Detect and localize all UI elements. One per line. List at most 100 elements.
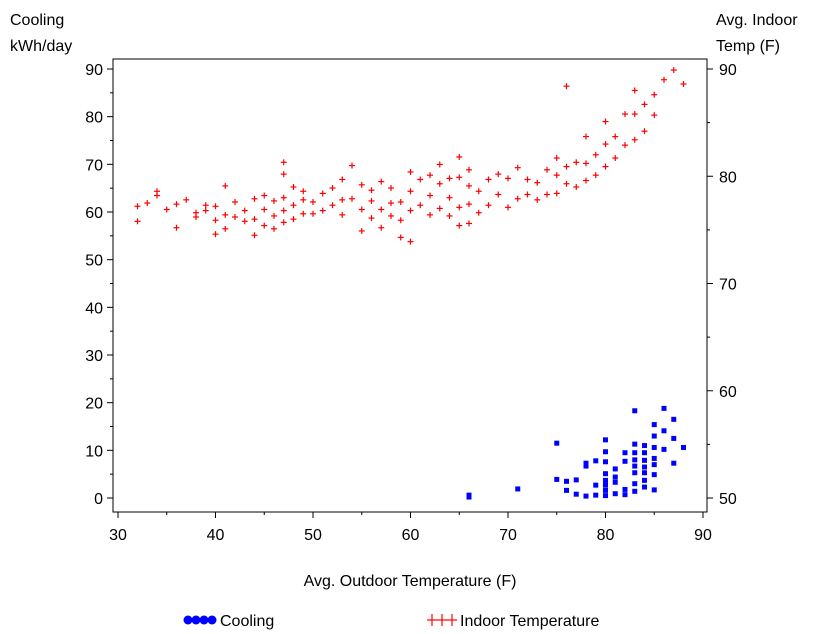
x-tick-label: 40 bbox=[207, 527, 225, 544]
indoor-temp-point bbox=[485, 202, 492, 209]
cooling-point bbox=[651, 422, 657, 428]
indoor-temp-point bbox=[241, 218, 248, 225]
indoor-temp-point bbox=[427, 172, 433, 179]
cooling-point bbox=[603, 471, 608, 477]
x-axis-label: Avg. Outdoor Temperature (F) bbox=[304, 573, 517, 590]
right-tick-label: 90 bbox=[719, 62, 737, 79]
indoor-temp-point bbox=[261, 206, 268, 213]
left-tick-label: 90 bbox=[85, 62, 103, 79]
left-tick-label: 60 bbox=[85, 205, 103, 222]
indoor-temp-point bbox=[563, 163, 570, 170]
indoor-temp-point bbox=[251, 195, 258, 202]
indoor-temp-point bbox=[378, 178, 385, 185]
indoor-temp-point bbox=[368, 187, 375, 194]
indoor-temp-point bbox=[388, 212, 394, 219]
x-axis-ticks: 30 40 50 60 70 80 90 bbox=[109, 512, 712, 544]
cooling-point bbox=[593, 482, 599, 488]
cooling-point bbox=[671, 460, 677, 466]
indoor-temp-point bbox=[456, 204, 463, 211]
indoor-temp-point bbox=[280, 159, 287, 166]
indoor-temp-point bbox=[563, 83, 570, 90]
left-axis-ticks: 0 10 20 30 40 50 60 70 80 90 bbox=[85, 62, 113, 508]
indoor-temp-point bbox=[680, 81, 687, 88]
indoor-temp-point bbox=[524, 176, 531, 183]
cooling-point bbox=[642, 464, 647, 470]
indoor-temp-point bbox=[436, 161, 443, 168]
right-axis-label-line-2: Temp (F) bbox=[716, 38, 780, 55]
cooling-point bbox=[681, 444, 686, 450]
indoor-temp-point bbox=[397, 234, 404, 241]
legend-cooling-dot bbox=[183, 615, 193, 625]
indoor-temp-point bbox=[544, 191, 550, 198]
x-tick-label: 60 bbox=[402, 527, 420, 544]
indoor-temp-point bbox=[573, 159, 580, 166]
indoor-temp-point bbox=[261, 192, 268, 199]
indoor-temp-point bbox=[212, 231, 219, 238]
indoor-temp-point bbox=[436, 205, 443, 212]
indoor-temp-point bbox=[300, 210, 307, 217]
indoor-temp-point bbox=[407, 168, 414, 175]
indoor-temp-point bbox=[505, 204, 511, 211]
cooling-point bbox=[642, 470, 647, 476]
indoor-temp-point bbox=[651, 112, 658, 119]
legend-cooling-dot bbox=[199, 615, 209, 625]
cooling-point bbox=[622, 450, 628, 456]
indoor-temp-point bbox=[563, 180, 570, 187]
left-tick-label: 50 bbox=[85, 253, 103, 270]
indoor-temp-point bbox=[290, 183, 297, 190]
indoor-temp-point bbox=[417, 202, 424, 209]
indoor-temp-point bbox=[583, 177, 589, 184]
indoor-temp-point bbox=[388, 200, 394, 207]
indoor-temperature-series bbox=[134, 67, 687, 245]
indoor-temp-point bbox=[329, 185, 336, 192]
indoor-temp-point bbox=[368, 215, 375, 222]
cooling-point bbox=[642, 457, 647, 463]
cooling-point bbox=[671, 435, 677, 441]
cooling-point bbox=[603, 493, 608, 499]
indoor-temp-point bbox=[641, 101, 648, 108]
left-tick-label: 40 bbox=[85, 300, 103, 317]
x-tick-label: 80 bbox=[597, 527, 615, 544]
indoor-temp-point bbox=[173, 224, 180, 231]
right-axis-label-line-1: Avg. Indoor bbox=[716, 12, 798, 29]
left-tick-label: 70 bbox=[85, 157, 103, 174]
indoor-temp-point bbox=[553, 190, 560, 197]
right-axis-ticks: 50 60 70 80 90 bbox=[707, 62, 737, 508]
left-tick-label: 30 bbox=[85, 348, 103, 365]
right-tick-label: 70 bbox=[719, 277, 737, 294]
cooling-point bbox=[642, 443, 647, 449]
indoor-temp-point bbox=[417, 176, 424, 183]
cooling-point bbox=[583, 493, 589, 499]
indoor-temp-point bbox=[173, 201, 180, 208]
indoor-temp-point bbox=[446, 194, 453, 201]
indoor-temp-point bbox=[222, 225, 229, 232]
indoor-temp-point bbox=[602, 163, 609, 170]
indoor-temp-point bbox=[397, 217, 404, 224]
indoor-temp-point bbox=[612, 155, 619, 162]
indoor-temp-point bbox=[456, 174, 463, 181]
cooling-point bbox=[603, 459, 608, 465]
indoor-temp-point bbox=[573, 183, 580, 190]
cooling-series bbox=[466, 405, 686, 500]
indoor-temp-point bbox=[524, 191, 531, 198]
cooling-point bbox=[651, 444, 657, 450]
indoor-temp-point bbox=[583, 133, 589, 140]
indoor-temp-point bbox=[232, 198, 238, 205]
indoor-temp-point bbox=[495, 171, 502, 178]
indoor-temp-point bbox=[514, 195, 521, 202]
indoor-temp-point bbox=[134, 203, 141, 210]
indoor-temp-point bbox=[232, 214, 238, 221]
legend-cooling-marker bbox=[183, 615, 217, 625]
indoor-temp-point bbox=[280, 207, 287, 214]
cooling-point bbox=[651, 433, 657, 439]
cooling-point bbox=[564, 487, 569, 493]
plot-frame bbox=[112, 58, 708, 513]
legend-cooling-dot bbox=[207, 615, 217, 625]
legend-indoor-plus bbox=[437, 614, 447, 626]
cooling-point bbox=[573, 491, 579, 497]
indoor-temp-point bbox=[163, 206, 170, 213]
indoor-temp-point bbox=[583, 160, 589, 167]
x-tick-label: 90 bbox=[694, 527, 712, 544]
legend-cooling-dot bbox=[191, 615, 201, 625]
indoor-temp-point bbox=[553, 172, 560, 179]
